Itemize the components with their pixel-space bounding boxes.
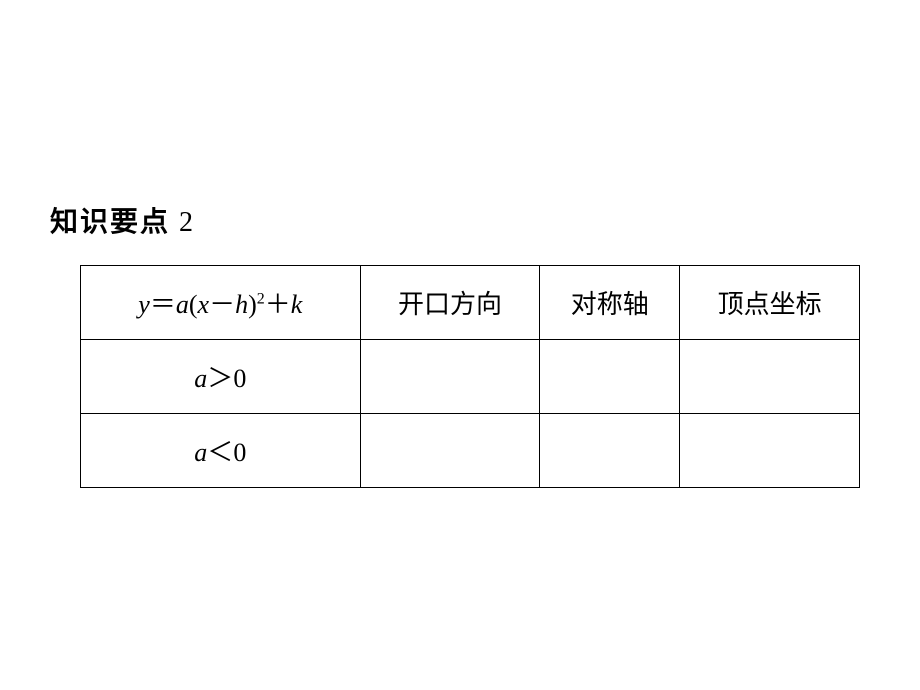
content-area: 知识要点 2 y＝a(x－h)2＋k 开口方向 对称轴 顶点坐标 a＞0 a＜0 <box>50 200 870 488</box>
plus-sign: ＋ <box>265 290 291 319</box>
cell-direction-neg <box>360 414 540 488</box>
table-row: a＜0 <box>81 414 860 488</box>
eq-sign: ＝ <box>150 290 176 319</box>
rparen: ) <box>248 290 257 319</box>
cell-vertex-pos <box>680 340 860 414</box>
section-title: 知识要点 2 <box>50 200 870 240</box>
row-label-positive: a＞0 <box>81 340 361 414</box>
lt-sign: ＜ <box>207 438 233 467</box>
var-h: h <box>235 290 248 319</box>
gt-sign: ＞ <box>207 364 233 393</box>
cell-direction-pos <box>360 340 540 414</box>
var-a: a <box>194 364 207 393</box>
zero: 0 <box>233 364 246 393</box>
zero: 0 <box>233 438 246 467</box>
cell-axis-pos <box>540 340 680 414</box>
header-formula: y＝a(x－h)2＋k <box>81 266 361 340</box>
title-text: 知识要点 <box>50 207 170 238</box>
header-vertex: 顶点坐标 <box>680 266 860 340</box>
minus-sign: － <box>209 290 235 319</box>
table-row: a＞0 <box>81 340 860 414</box>
table-header-row: y＝a(x－h)2＋k 开口方向 对称轴 顶点坐标 <box>81 266 860 340</box>
properties-table: y＝a(x－h)2＋k 开口方向 对称轴 顶点坐标 a＞0 a＜0 <box>80 265 860 488</box>
row-label-negative: a＜0 <box>81 414 361 488</box>
var-x: x <box>198 290 210 319</box>
var-k: k <box>291 290 303 319</box>
var-y: y <box>138 290 150 319</box>
header-axis: 对称轴 <box>540 266 680 340</box>
title-number: 2 <box>179 207 195 238</box>
header-direction: 开口方向 <box>360 266 540 340</box>
var-a: a <box>176 290 189 319</box>
var-a: a <box>194 438 207 467</box>
cell-vertex-neg <box>680 414 860 488</box>
cell-axis-neg <box>540 414 680 488</box>
lparen: ( <box>189 290 198 319</box>
exponent: 2 <box>257 290 265 307</box>
